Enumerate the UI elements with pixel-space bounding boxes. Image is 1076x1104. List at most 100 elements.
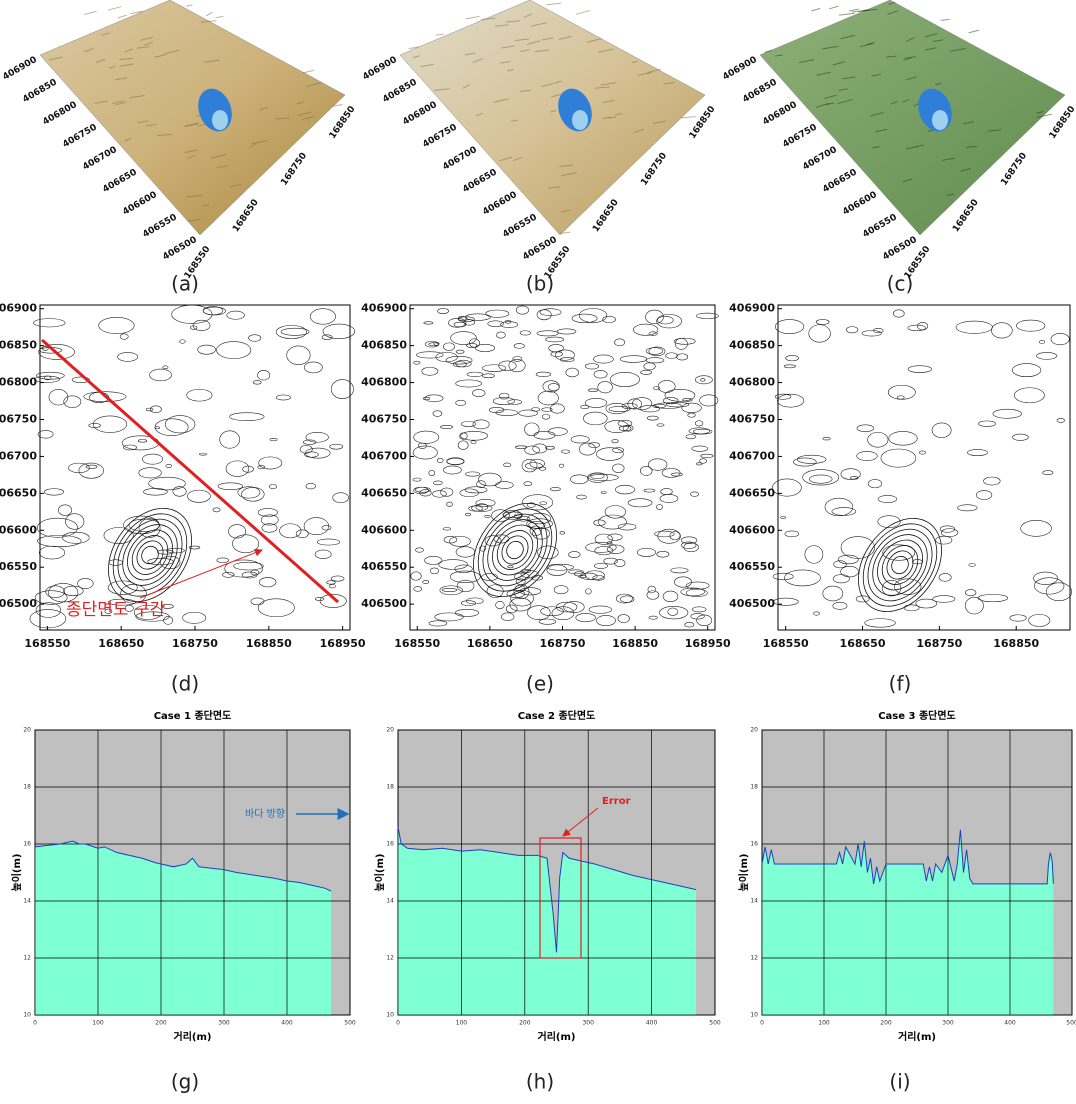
- x-tick-label: 0: [760, 1020, 764, 1027]
- y-tick-label: 406700: [361, 449, 407, 462]
- x-tick-label: 400: [281, 1020, 293, 1027]
- terrain-y-label: 406800: [761, 100, 799, 127]
- terrain-texture: [186, 5, 192, 6]
- x-tick-label: 168950: [685, 637, 731, 650]
- chart-title: Case 3 종단면도: [878, 709, 956, 722]
- terrain-y-label: 406550: [861, 213, 899, 240]
- terrain-y-label: 406750: [421, 123, 459, 150]
- terrain-x-label: 168750: [279, 151, 309, 188]
- x-tick-label: 168950: [320, 637, 366, 650]
- panel-label: (e): [526, 672, 554, 696]
- y-tick-label: 16: [23, 841, 31, 848]
- panel-label: (c): [887, 272, 914, 296]
- terrain-y-label: 406700: [801, 145, 839, 172]
- y-tick-label: 406550: [729, 560, 775, 573]
- terrain-y-label: 406650: [101, 168, 139, 195]
- terrain-y-label: 406600: [121, 190, 159, 217]
- terrain-texture: [118, 15, 128, 18]
- y-tick-label: 406900: [0, 302, 37, 315]
- y-axis-label: 높이(m): [10, 854, 23, 892]
- map-frame: [778, 305, 1070, 630]
- x-tick-label: 100: [456, 1020, 468, 1027]
- panel-label: (a): [171, 272, 199, 296]
- y-tick-label: 18: [23, 784, 31, 791]
- x-axis-label: 거리(m): [898, 1030, 936, 1043]
- x-tick-label: 400: [1004, 1020, 1016, 1027]
- terrain-y-label: 406500: [881, 235, 919, 262]
- x-axis-label: 거리(m): [538, 1030, 576, 1043]
- terrain-y-label: 406600: [481, 190, 519, 217]
- y-axis-label: 높이(m): [737, 854, 750, 892]
- y-tick-label: 406650: [729, 486, 775, 499]
- y-tick-label: 406850: [0, 339, 37, 352]
- x-tick-label: 300: [942, 1020, 954, 1027]
- y-tick-label: 406650: [0, 486, 37, 499]
- terrain-y-label: 406650: [461, 168, 499, 195]
- terrain-texture: [547, 3, 562, 5]
- y-tick-label: 406850: [729, 339, 775, 352]
- terrain-y-label: 406700: [81, 145, 119, 172]
- y-axis-label: 높이(m): [373, 854, 386, 892]
- terrain-surface: [760, 0, 1065, 235]
- y-tick-label: 406800: [729, 376, 775, 389]
- y-tick-label: 14: [386, 898, 394, 905]
- y-tick-label: 12: [23, 955, 31, 962]
- x-tick-label: 200: [519, 1020, 531, 1027]
- x-tick-label: 168750: [540, 637, 586, 650]
- terrain-surface: [400, 0, 705, 235]
- y-tick-label: 406500: [729, 597, 775, 610]
- terrain-texture: [941, 19, 950, 20]
- terrain-x-label: 168650: [231, 198, 261, 235]
- chart-title: Case 2 종단면도: [518, 709, 596, 722]
- terrain-y-label: 406800: [401, 100, 439, 127]
- y-tick-label: 406800: [0, 376, 37, 389]
- y-tick-label: 406850: [361, 339, 407, 352]
- y-tick-label: 406500: [361, 597, 407, 610]
- y-tick-label: 16: [386, 841, 394, 848]
- y-tick-label: 18: [386, 784, 394, 791]
- x-tick-label: 168550: [763, 637, 809, 650]
- x-tick-label: 168650: [467, 637, 513, 650]
- terrain-y-label: 406900: [1, 55, 39, 82]
- panel-label: (i): [889, 1070, 910, 1094]
- terrain-texture: [839, 13, 855, 15]
- x-tick-label: 168550: [394, 637, 440, 650]
- x-tick-label: 168750: [172, 637, 218, 650]
- y-tick-label: 20: [23, 727, 31, 734]
- terrain-y-label: 406750: [61, 123, 99, 150]
- y-tick-label: 14: [750, 898, 758, 905]
- panel-label: (d): [171, 672, 199, 696]
- terrain-y-label: 406850: [741, 78, 779, 105]
- y-tick-label: 406750: [729, 412, 775, 425]
- y-tick-label: 16: [750, 841, 758, 848]
- x-tick-label: 168650: [98, 637, 144, 650]
- terrain-y-label: 406550: [501, 213, 539, 240]
- terrain-y-label: 406500: [521, 235, 559, 262]
- terrain-texture: [829, 6, 838, 9]
- terrain-x-label: 168850: [328, 104, 358, 141]
- x-tick-label: 500: [344, 1020, 356, 1027]
- y-tick-label: 406500: [0, 597, 37, 610]
- terrain-texture: [465, 16, 479, 18]
- x-tick-label: 300: [582, 1020, 594, 1027]
- x-tick-label: 0: [396, 1020, 400, 1027]
- terrain-texture: [681, 117, 696, 118]
- x-tick-label: 500: [709, 1020, 721, 1027]
- panel-label: (g): [171, 1070, 199, 1094]
- x-tick-label: 168550: [24, 637, 70, 650]
- terrain-y-label: 406900: [361, 55, 399, 82]
- mound-light: [212, 110, 228, 130]
- y-tick-label: 406550: [0, 560, 37, 573]
- y-tick-label: 14: [23, 898, 31, 905]
- y-tick-label: 10: [750, 1012, 758, 1019]
- terrain-texture: [969, 30, 979, 33]
- terrain-x-label: 168750: [639, 151, 669, 188]
- terrain-texture: [576, 10, 590, 14]
- x-tick-label: 0: [33, 1020, 37, 1027]
- terrain-texture: [206, 12, 212, 16]
- terrain-y-label: 406850: [381, 78, 419, 105]
- panel-label: (f): [889, 672, 912, 696]
- y-tick-label: 406600: [729, 523, 775, 536]
- y-tick-label: 406750: [361, 412, 407, 425]
- x-tick-label: 168650: [840, 637, 886, 650]
